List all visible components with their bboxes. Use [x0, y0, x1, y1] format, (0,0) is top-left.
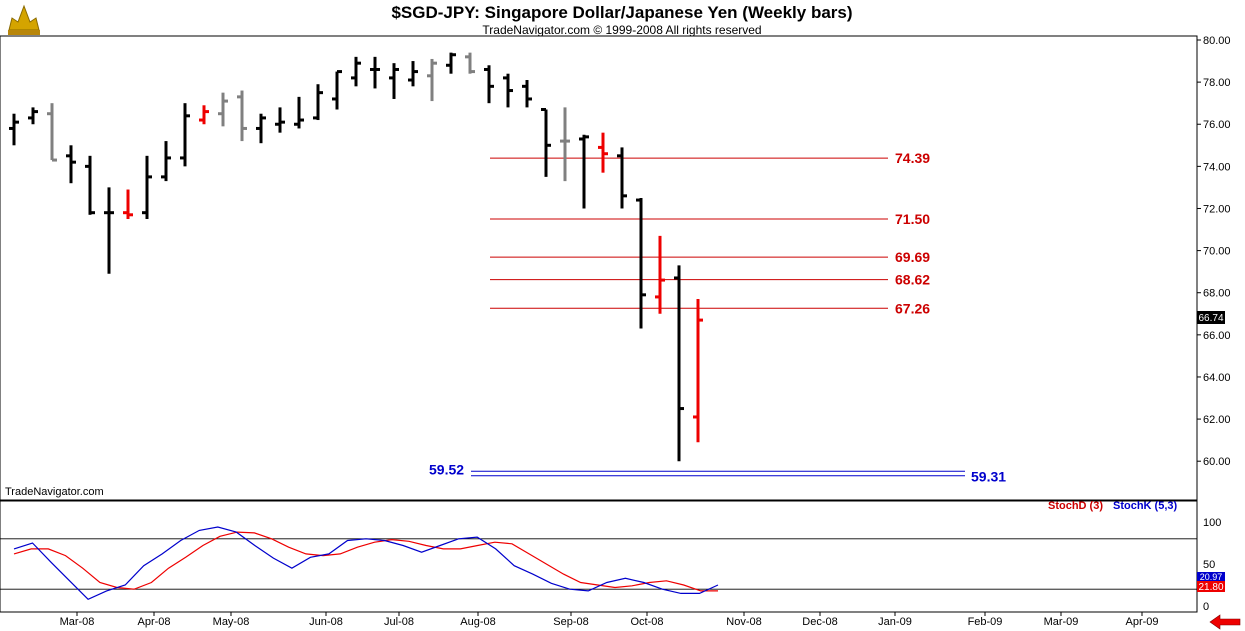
y-tick-label: 62.00 — [1203, 414, 1231, 426]
stoch-y-tick-label: 100 — [1203, 517, 1221, 529]
trophy-logo-icon[interactable] — [8, 4, 40, 35]
ohlc-bar — [598, 132, 608, 173]
ohlc-bar — [161, 141, 171, 182]
last-price-text: 66.74 — [1198, 313, 1223, 324]
y-tick-label: 76.00 — [1203, 119, 1231, 131]
stoch-y-axis: 100 50 0 — [1203, 517, 1221, 613]
price-panel-frame — [0, 35, 1198, 501]
ohlc-bar — [636, 197, 646, 329]
level-label: 71.50 — [895, 211, 930, 227]
ohlc-bar — [66, 145, 76, 184]
y-tick-label: 60.00 — [1203, 456, 1231, 468]
x-tick-label: Nov-08 — [726, 616, 761, 628]
x-tick-label: May-08 — [213, 616, 250, 628]
ohlc-bar — [522, 80, 532, 108]
stochd-line — [13, 531, 718, 592]
x-tick-label: Jun-08 — [309, 616, 343, 628]
ohlc-bar — [541, 107, 551, 177]
ohlc-bar — [370, 56, 380, 89]
x-axis: Mar-08 Apr-08 May-08 Jun-08 Jul-08 Aug-08 Sep-… — [0, 611, 1197, 628]
ohlc-bar — [180, 103, 190, 167]
stochk-last-value: 20.97 — [1200, 572, 1223, 582]
red-left-arrow-icon[interactable] — [1209, 614, 1241, 630]
y-tick-label: 72.00 — [1203, 203, 1231, 215]
ohlc-bar — [9, 113, 19, 146]
ohlc-bar — [465, 52, 475, 74]
ohlc-bar — [275, 107, 285, 133]
ohlc-bar — [503, 73, 513, 108]
level-label: 67.26 — [895, 300, 930, 316]
y-tick-label: 64.00 — [1203, 372, 1231, 384]
ohlc-bar — [579, 134, 589, 209]
ohlc-bar — [237, 90, 247, 142]
ohlc-bar — [256, 113, 266, 144]
level-label: 69.69 — [895, 249, 930, 265]
watermark-text: TradeNavigator.com — [5, 486, 104, 498]
copyright-text: TradeNavigator.com © 1999-2008 All right… — [482, 23, 761, 37]
stochk-line — [13, 526, 719, 601]
ohlc-bar — [332, 70, 342, 110]
y-tick-label: 70.00 — [1203, 246, 1231, 258]
price-bars — [9, 52, 703, 462]
ohlc-bar — [85, 155, 95, 215]
y-tick-label: 80.00 — [1203, 35, 1231, 47]
ohlc-bar — [142, 155, 152, 220]
x-tick-label: Aug-08 — [460, 616, 495, 628]
stoch-panel-frame — [0, 500, 1198, 613]
x-tick-label: Feb-09 — [968, 616, 1003, 628]
level-label: 74.39 — [895, 150, 930, 166]
ohlc-bar — [104, 187, 114, 274]
ohlc-bar — [408, 61, 418, 87]
stoch-reference-lines — [0, 538, 1197, 590]
last-price-badge: 66.74 — [1197, 311, 1225, 324]
ohlc-bar — [47, 103, 57, 162]
level-label: 59.52 — [429, 461, 464, 477]
price-y-axis: 80.00 78.00 76.00 74.00 72.00 70.00 68.00 66.00… — [1197, 35, 1231, 468]
ohlc-bar — [693, 299, 703, 443]
legend-stochd: StochD (3) — [1048, 500, 1103, 512]
ohlc-bar — [199, 105, 209, 125]
y-tick-label: 66.00 — [1203, 330, 1231, 342]
ohlc-bar — [446, 52, 456, 74]
level-lines: 74.39 71.50 69.69 68.62 67.26 59.52 59.31 — [429, 150, 1006, 485]
x-tick-label: Jan-09 — [878, 616, 912, 628]
x-tick-label: Oct-08 — [630, 616, 663, 628]
stochd-last-value: 21.80 — [1198, 582, 1223, 593]
ohlc-bar — [28, 107, 38, 125]
ohlc-bar — [313, 84, 323, 121]
stoch-y-tick-label: 50 — [1203, 559, 1215, 571]
ohlc-bar — [294, 96, 304, 129]
y-tick-label: 68.00 — [1203, 288, 1231, 300]
stoch-lines — [13, 526, 719, 601]
x-tick-label: Mar-09 — [1044, 616, 1079, 628]
x-tick-label: Dec-08 — [802, 616, 837, 628]
ohlc-bar — [617, 147, 627, 209]
x-tick-label: Apr-09 — [1125, 616, 1158, 628]
level-label: 59.31 — [971, 469, 1006, 485]
ohlc-bar — [427, 58, 437, 102]
y-tick-label: 78.00 — [1203, 77, 1231, 89]
level-label: 68.62 — [895, 272, 930, 288]
x-tick-label: Mar-08 — [60, 616, 95, 628]
ohlc-bar — [218, 92, 228, 127]
stoch-y-tick-label: 0 — [1203, 601, 1209, 613]
ohlc-bar — [351, 56, 361, 87]
ohlc-bar — [560, 107, 570, 182]
ohlc-bar — [674, 265, 684, 462]
ohlc-bar — [484, 65, 494, 104]
x-tick-label: Sep-08 — [553, 616, 588, 628]
stoch-last-values: 20.97 21.80 — [1197, 572, 1225, 593]
x-tick-label: Jul-08 — [384, 616, 414, 628]
chart-title: $SGD-JPY: Singapore Dollar/Japanese Yen … — [391, 3, 852, 22]
ohlc-bar — [655, 235, 665, 314]
ohlc-bar — [123, 189, 133, 220]
y-tick-label: 74.00 — [1203, 161, 1231, 173]
stoch-legend: StochD (3) StochK (5,3) — [1048, 500, 1178, 512]
legend-stochk: StochK (5,3) — [1113, 500, 1178, 512]
ohlc-bar — [389, 63, 399, 99]
x-tick-label: Apr-08 — [137, 616, 170, 628]
